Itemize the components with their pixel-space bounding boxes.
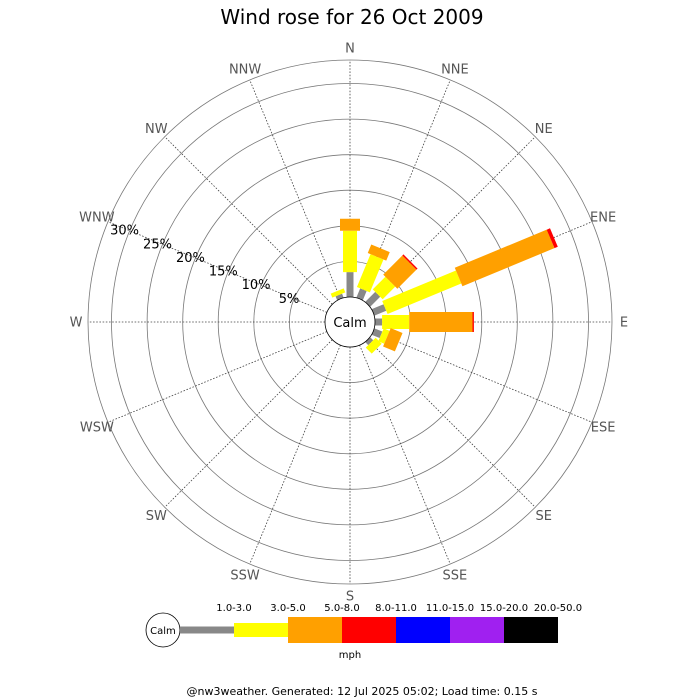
bar-ese-bin-2: [378, 328, 390, 344]
ring-label-5: 5%: [279, 292, 300, 307]
spoke-nnw: [249, 79, 341, 300]
direction-label-ssw: SSW: [230, 569, 260, 584]
bar-ene-bin-4: [546, 228, 558, 249]
legend-swatch-4: [342, 617, 396, 643]
direction-label-w: W: [70, 316, 83, 331]
ring-label-30: 30%: [110, 224, 139, 239]
bar-nne-bin-2: [356, 254, 384, 293]
calm-circle: [324, 296, 376, 348]
spoke-se: [367, 339, 536, 508]
spoke-sse: [359, 344, 451, 565]
ring-label-25: 25%: [143, 237, 172, 252]
direction-labels: N NNE NE ENE E ESE SE SSE S SSW SW WSW W WNW NW NNW: [70, 42, 629, 605]
bar-nne-bin-3: [367, 244, 390, 261]
direction-label-e: E: [620, 316, 628, 331]
legend-swatch-6: [450, 617, 504, 643]
spoke-ese: [372, 331, 593, 423]
chart-title: Wind rose for 26 Oct 2009: [220, 5, 483, 29]
bar-nnw-bin-2: [330, 288, 346, 298]
bar-ne-bin-1: [365, 291, 381, 307]
bar-ene-bin-1: [371, 304, 387, 316]
direction-label-nne: NNE: [441, 62, 469, 77]
wind-bars: [330, 218, 558, 354]
direction-label-nw: NW: [145, 122, 168, 137]
legend-swatch-3: [288, 617, 342, 643]
legend-swatch-2: [234, 623, 288, 637]
ring-label-10: 10%: [242, 278, 271, 293]
direction-label-wnw: WNW: [79, 211, 115, 226]
direction-label-nnw: NNW: [229, 62, 261, 77]
speed-legend: Calm mph 1.0-3.0 3.0-5.0 5.0-8.0 8.0-11.0 11…: [145, 603, 582, 661]
ring-labels: 5% 10% 15% 20% 25% 30%: [110, 224, 299, 307]
legend-swatch-5: [396, 617, 450, 643]
legend-swatch-1: [180, 626, 234, 634]
spoke-wnw: [107, 221, 328, 313]
direction-label-ne: NE: [535, 122, 553, 137]
legend-range-label-7: 20.0-50.0: [534, 603, 582, 614]
bar-ene-bin-2: [382, 270, 462, 314]
bar-ene-bin-3: [454, 229, 555, 287]
direction-label-sw: SW: [146, 509, 167, 524]
footer-text: @nw3weather. Generated: 12 Jul 2025 05:0…: [187, 685, 538, 698]
spoke-ssw: [249, 344, 341, 565]
spoke-nw: [164, 136, 333, 305]
legend-calm-label: Calm: [150, 626, 176, 637]
direction-label-n: N: [345, 42, 355, 57]
legend-range-label-3: 5.0-8.0: [324, 603, 359, 614]
spoke-wsw: [107, 331, 328, 423]
bar-ese-bin-1: [371, 328, 383, 339]
ring-30: [111, 83, 589, 561]
direction-label-sse: SSE: [443, 569, 468, 584]
ring-label-15: 15%: [209, 265, 238, 280]
legend-swatch-7: [504, 617, 558, 643]
calm-label: Calm: [333, 316, 366, 331]
legend-range-label-5: 11.0-15.0: [426, 603, 474, 614]
bar-nnw-bin-1: [335, 293, 344, 301]
bar-ne-bin-3: [383, 255, 417, 289]
ring-label-20: 20%: [176, 251, 205, 266]
legend-range-label-4: 8.0-11.0: [375, 603, 417, 614]
spoke-sw: [164, 339, 333, 508]
bar-nne-bin-1: [356, 288, 367, 301]
legend-range-label-1: 1.0-3.0: [216, 603, 251, 614]
bar-ese-bin-3: [383, 328, 403, 352]
bar-se-bin-2: [365, 337, 382, 354]
direction-label-ese: ESE: [591, 420, 616, 435]
ring-25: [146, 118, 554, 526]
legend-range-label-2: 3.0-5.0: [270, 603, 305, 614]
calm-center: Calm: [324, 296, 376, 348]
direction-label-s: S: [346, 590, 354, 605]
legend-range-label-6: 15.0-20.0: [480, 603, 528, 614]
legend-unit-label: mph: [339, 650, 361, 661]
direction-label-ene: ENE: [590, 211, 616, 226]
bar-se-bin-1: [365, 337, 374, 346]
bar-ne-bin-4: [402, 254, 418, 270]
direction-label-wsw: WSW: [80, 420, 114, 435]
direction-label-se: SE: [535, 509, 551, 524]
bar-ne-bin-2: [372, 276, 396, 300]
